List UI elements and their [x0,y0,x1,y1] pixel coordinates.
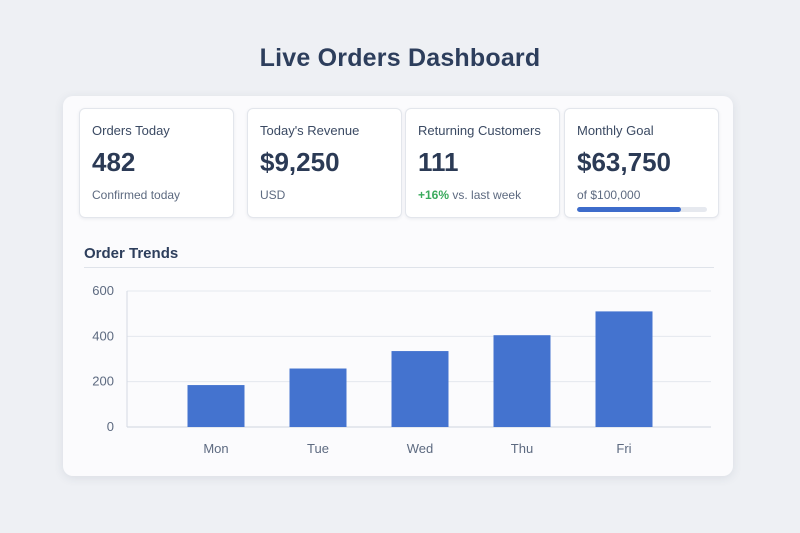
goal-progress-bar [577,207,707,212]
card-subtitle: +16% vs. last week [418,188,521,202]
bar-fri [595,311,653,427]
delta-badge: +16% [418,188,450,202]
x-tick-label: Tue [307,441,329,456]
orders-today-card: Orders Today 482 Confirmed today [79,108,234,218]
card-label: Returning Customers [418,123,541,138]
x-tick-label: Thu [511,441,533,456]
returning-customers-card: Returning Customers 111 +16% vs. last we… [405,108,560,218]
card-label: Today's Revenue [260,123,360,138]
section-title: Order Trends [84,245,179,262]
y-tick-label: 600 [92,283,114,298]
revenue-card: Today's Revenue $9,250 USD [247,108,402,218]
card-value: 482 [92,147,136,177]
card-label: Monthly Goal [577,123,654,138]
bar-thu [493,335,551,427]
y-tick-label: 200 [92,374,114,389]
x-tick-label: Mon [203,441,228,456]
order-trends-chart: 0 200 400 600 Mon Tue Wed Thu Fri [92,283,711,456]
monthly-goal-card: Monthly Goal $63,750 of $100,000 [564,108,719,218]
card-subtitle: USD [260,188,286,202]
y-tick-label: 0 [107,419,114,434]
card-value: $9,250 [260,147,340,177]
delta-caption: vs. last week [452,188,522,202]
bar-mon [187,385,245,427]
card-subtitle: Confirmed today [92,188,181,202]
bar-tue [289,368,347,427]
x-tick-label: Wed [407,441,434,456]
card-value: $63,750 [577,147,671,177]
bar-wed [391,351,449,427]
card-subtitle: of $100,000 [577,188,641,202]
y-tick-label: 400 [92,328,114,343]
page-title: Live Orders Dashboard [259,44,541,72]
card-value: 111 [418,147,459,177]
section-divider [84,267,714,268]
dashboard-panel: Orders Today 482 Confirmed today Today's… [63,96,733,476]
card-label: Orders Today [92,123,170,138]
goal-progress-fill [577,207,681,212]
x-tick-label: Fri [616,441,631,456]
